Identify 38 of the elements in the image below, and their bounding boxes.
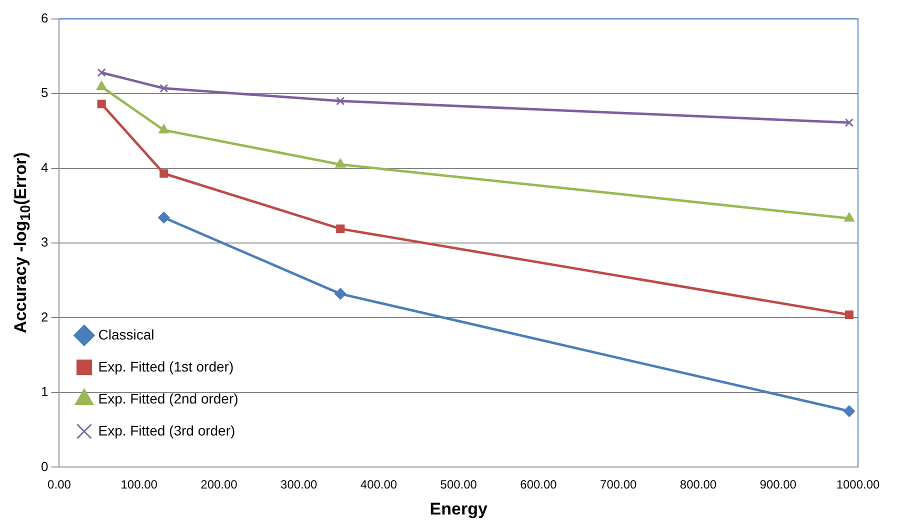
legend-label: Exp. Fitted (1st order) xyxy=(98,358,234,374)
y-tick-label: 3 xyxy=(40,234,48,250)
point xyxy=(160,84,168,93)
point xyxy=(843,405,855,417)
point xyxy=(160,169,168,178)
legend-label: Classical xyxy=(98,326,154,342)
y-tick-label: 0 xyxy=(40,458,48,474)
legend-label: Exp. Fitted (2nd order) xyxy=(98,390,238,406)
point xyxy=(158,124,169,134)
x-tick-label: 900.00 xyxy=(760,478,797,492)
point xyxy=(336,96,345,106)
x-tick-label: 400.00 xyxy=(360,478,398,492)
y-tick-label: 2 xyxy=(40,309,48,324)
point xyxy=(97,100,106,108)
x-tick-label: 500.00 xyxy=(440,478,478,492)
x-tick-label: 100.00 xyxy=(120,478,158,492)
point xyxy=(844,310,854,320)
point xyxy=(96,81,107,90)
point xyxy=(336,224,345,234)
x-tick-label: 200.00 xyxy=(200,478,238,492)
y-tick-label: 1 xyxy=(40,384,48,400)
point xyxy=(158,212,170,224)
point xyxy=(335,158,346,168)
x-tick-label: 800.00 xyxy=(680,478,717,492)
point xyxy=(844,118,854,127)
x-tick-label: 600.00 xyxy=(520,478,558,492)
x-axis-title: Energy xyxy=(430,499,488,518)
x-tick-label: 1000.00 xyxy=(836,478,880,492)
x-tick-label: 0.00 xyxy=(48,478,72,492)
legend-label: Exp. Fitted (3rd order) xyxy=(98,422,236,438)
y-tick-label: 4 xyxy=(40,160,48,175)
x-tick-label: 700.00 xyxy=(600,478,638,492)
point xyxy=(844,212,854,222)
y-tick-label: 6 xyxy=(40,10,48,26)
point xyxy=(334,288,346,300)
y-tick-label: 5 xyxy=(40,85,48,100)
x-tick-label: 300.00 xyxy=(280,478,318,492)
point xyxy=(97,68,106,77)
